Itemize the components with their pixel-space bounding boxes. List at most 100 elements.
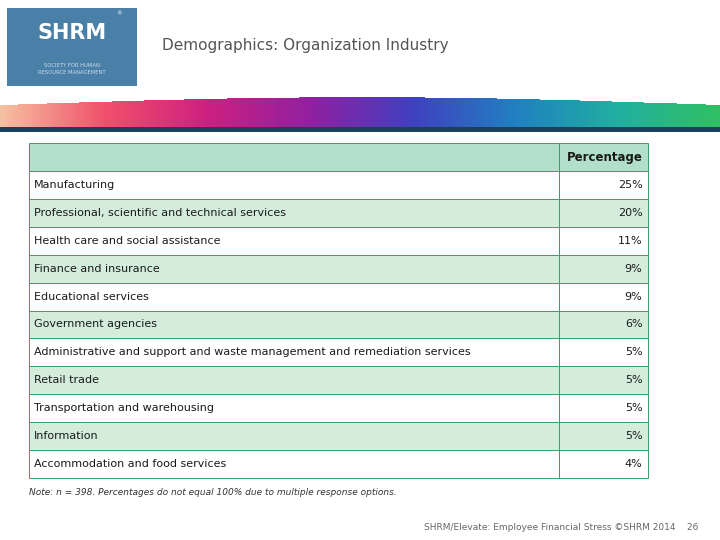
Bar — [662, 103, 666, 130]
Bar — [29, 227, 559, 255]
Bar — [601, 101, 605, 131]
Bar — [684, 104, 688, 130]
Bar — [54, 103, 58, 130]
Text: 5%: 5% — [625, 375, 642, 385]
Bar — [234, 98, 238, 132]
Bar — [605, 102, 608, 131]
Bar — [562, 100, 565, 131]
Bar — [112, 102, 115, 131]
Bar — [338, 97, 342, 132]
Bar — [616, 102, 619, 131]
Bar — [464, 98, 468, 132]
Bar — [209, 99, 212, 132]
Bar — [328, 97, 331, 132]
Bar — [86, 102, 90, 131]
Bar — [482, 98, 486, 132]
Bar — [360, 97, 364, 132]
Bar — [32, 104, 36, 130]
Bar — [122, 101, 126, 131]
Bar — [227, 98, 230, 132]
Bar — [317, 97, 320, 132]
Bar — [641, 103, 644, 131]
Bar — [637, 102, 641, 131]
Text: 9%: 9% — [625, 264, 642, 274]
Bar — [29, 104, 32, 130]
Bar — [29, 282, 559, 310]
Bar — [144, 100, 148, 131]
Bar — [670, 103, 673, 130]
Bar — [230, 98, 234, 132]
Bar — [518, 99, 522, 132]
Bar — [349, 97, 353, 132]
Bar — [11, 105, 14, 130]
Text: Administrative and support and waste management and remediation services: Administrative and support and waste man… — [34, 347, 470, 357]
Bar — [108, 102, 112, 131]
Bar — [302, 97, 306, 132]
Bar — [472, 98, 475, 132]
Bar — [288, 98, 292, 132]
Bar — [493, 98, 497, 132]
Bar — [540, 99, 544, 132]
Bar — [436, 98, 439, 132]
Text: 5%: 5% — [625, 403, 642, 413]
Bar — [407, 97, 410, 132]
Bar — [702, 104, 706, 130]
Bar — [191, 99, 194, 132]
Bar — [497, 99, 500, 132]
Bar — [223, 99, 227, 132]
Text: SHRM: SHRM — [37, 23, 107, 43]
Bar — [623, 102, 626, 131]
Bar — [274, 98, 277, 132]
Bar — [529, 99, 533, 132]
Bar — [559, 339, 648, 366]
Bar — [205, 99, 209, 132]
Bar — [378, 97, 382, 132]
Bar — [533, 99, 536, 132]
Bar — [425, 98, 428, 132]
Bar — [266, 98, 270, 132]
Bar — [461, 98, 464, 132]
Bar — [619, 102, 623, 131]
Bar — [166, 100, 169, 131]
Bar — [324, 97, 328, 132]
Bar — [526, 99, 529, 132]
Text: Percentage: Percentage — [567, 151, 642, 164]
Bar — [634, 102, 637, 131]
Bar — [698, 104, 702, 130]
Text: 9%: 9% — [625, 292, 642, 301]
Bar — [310, 97, 313, 132]
Bar — [504, 99, 508, 132]
Bar — [559, 422, 648, 450]
Bar — [559, 171, 648, 199]
Bar — [559, 282, 648, 310]
Text: Finance and insurance: Finance and insurance — [34, 264, 160, 274]
Bar — [536, 99, 540, 132]
Text: 6%: 6% — [625, 320, 642, 329]
Bar — [29, 255, 559, 282]
Bar — [50, 103, 54, 130]
Bar — [94, 102, 97, 131]
Text: Health care and social assistance: Health care and social assistance — [34, 236, 220, 246]
Bar — [198, 99, 202, 132]
Bar — [544, 99, 547, 132]
Bar — [270, 98, 274, 132]
Bar — [115, 102, 119, 131]
Text: Manufacturing: Manufacturing — [34, 180, 115, 190]
Bar — [4, 105, 7, 130]
Bar — [29, 143, 559, 171]
Bar — [335, 97, 338, 132]
Bar — [313, 97, 317, 132]
Bar — [392, 97, 396, 132]
Bar — [248, 98, 252, 132]
Bar — [479, 98, 482, 132]
Bar — [342, 97, 346, 132]
Bar — [454, 98, 457, 132]
Bar — [281, 98, 284, 132]
Bar — [126, 101, 130, 131]
Bar — [7, 105, 11, 130]
Bar — [29, 422, 559, 450]
Bar — [180, 99, 184, 132]
Bar — [439, 98, 443, 132]
Bar — [220, 99, 223, 132]
Bar — [400, 97, 403, 132]
